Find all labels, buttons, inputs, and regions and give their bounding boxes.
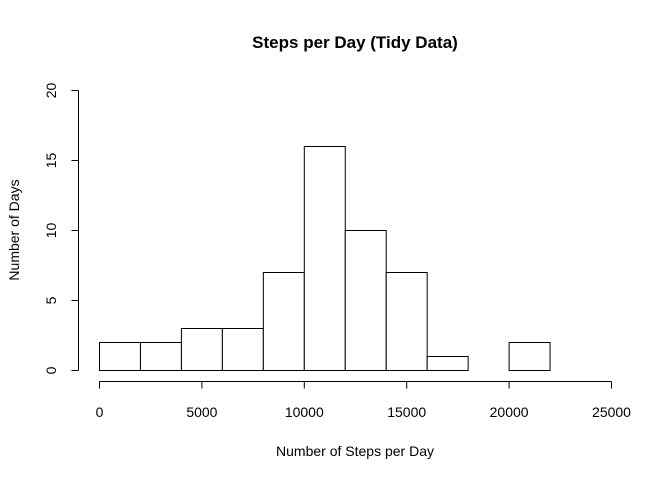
- x-tick-label: 0: [96, 404, 104, 420]
- histogram-bar: [344, 230, 387, 371]
- histogram-bar: [221, 328, 264, 371]
- histogram-bar: [303, 146, 346, 371]
- x-axis-label: Number of Steps per Day: [276, 443, 434, 459]
- y-tick-label: 15: [43, 153, 59, 169]
- y-tick-label: 10: [43, 223, 59, 239]
- x-tick-label: 5000: [186, 404, 217, 420]
- histogram-bar: [99, 342, 141, 371]
- x-tick-label: 25000: [592, 404, 631, 420]
- x-tick-label: 10000: [285, 404, 324, 420]
- histogram-bar: [262, 272, 305, 371]
- x-tick-label: 20000: [490, 404, 529, 420]
- histogram-bar: [508, 342, 551, 371]
- y-tick-label: 20: [43, 83, 59, 99]
- y-axis-label: Number of Days: [6, 179, 22, 280]
- chart-title: Steps per Day (Tidy Data): [252, 33, 458, 52]
- histogram-bar: [426, 356, 469, 371]
- histogram-bar: [139, 342, 182, 371]
- histogram-bar: [385, 272, 428, 371]
- bars-group: [99, 146, 551, 371]
- x-axis: 0 5000 10000 15000 20000 25000: [96, 381, 631, 420]
- x-tick-label: 15000: [387, 404, 426, 420]
- histogram-bar: [180, 328, 223, 371]
- y-tick-label: 5: [43, 296, 59, 304]
- y-axis: 0 5 10 15 20: [43, 83, 79, 374]
- y-tick-label: 0: [43, 366, 59, 374]
